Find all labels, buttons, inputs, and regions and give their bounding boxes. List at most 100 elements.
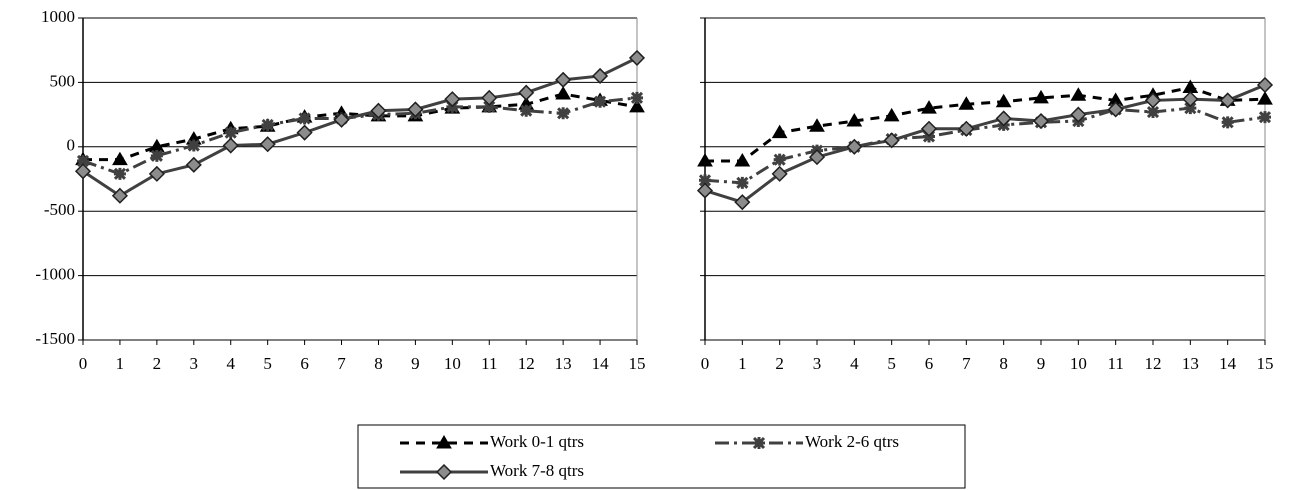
point: [808, 149, 826, 166]
x-tick-label: 9: [411, 354, 420, 373]
y-tick-label: 0: [67, 136, 76, 155]
point: [224, 126, 237, 139]
point: [958, 120, 975, 137]
x-tick-label: 7: [962, 354, 971, 373]
point: [1256, 76, 1274, 94]
point: [995, 93, 1012, 108]
x-tick-label: 1: [738, 354, 747, 373]
x-tick-label: 5: [263, 354, 272, 373]
point: [1221, 116, 1234, 129]
x-tick-label: 0: [79, 354, 88, 373]
point: [773, 153, 786, 166]
point: [1257, 91, 1273, 105]
series-line: [704, 106, 1266, 185]
x-tick-label: 4: [850, 354, 859, 373]
point: [296, 124, 313, 141]
point: [846, 138, 863, 155]
point: [148, 165, 165, 182]
point: [370, 102, 387, 119]
point: [1146, 105, 1160, 119]
point: [809, 118, 825, 132]
point: [592, 67, 609, 85]
series-line: [704, 83, 1266, 204]
point: [1070, 106, 1087, 123]
x-tick-label: 14: [592, 354, 610, 373]
point: [555, 71, 572, 88]
x-tick-label: 10: [1070, 354, 1087, 373]
x-tick-label: 8: [374, 354, 383, 373]
point: [696, 182, 714, 199]
x-tick-label: 3: [190, 354, 199, 373]
point: [734, 152, 751, 167]
point: [1184, 102, 1197, 115]
point: [185, 156, 202, 173]
x-tick-label: 2: [153, 354, 162, 373]
point: [736, 176, 749, 189]
point: [1032, 112, 1050, 130]
series-line: [83, 92, 638, 162]
x-tick-label: 6: [925, 354, 934, 373]
point: [629, 98, 645, 113]
point: [628, 49, 646, 66]
x-tick-label: 3: [813, 354, 822, 373]
series-line: [82, 96, 638, 176]
x-tick-label: 1: [116, 354, 125, 373]
point: [1182, 91, 1199, 108]
point: [771, 165, 788, 182]
x-tick-label: 11: [1107, 354, 1123, 373]
x-tick-label: 5: [887, 354, 896, 373]
y-tick-label: -500: [44, 200, 75, 219]
x-tick-label: 10: [444, 354, 461, 373]
point: [113, 167, 126, 180]
x-tick-label: 7: [337, 354, 346, 373]
point: [734, 194, 751, 211]
point: [883, 132, 900, 149]
point: [1219, 92, 1236, 109]
legend-marker: [435, 463, 453, 481]
legend-label: Work 0-1 qtrs: [490, 432, 584, 451]
legend-marker: [436, 435, 452, 449]
point: [920, 120, 938, 137]
point: [697, 152, 713, 167]
x-tick-label: 13: [555, 354, 572, 373]
y-tick-label: 500: [50, 71, 76, 90]
point: [698, 174, 712, 187]
x-tick-label: 14: [1219, 354, 1237, 373]
y-tick-label: -1000: [35, 265, 75, 284]
y-tick-label: -1500: [35, 329, 75, 348]
point: [187, 139, 200, 152]
x-tick-label: 15: [629, 354, 646, 373]
point: [76, 154, 90, 168]
point: [259, 136, 276, 153]
point: [921, 100, 937, 114]
x-tick-label: 12: [1145, 354, 1162, 373]
point: [995, 110, 1012, 127]
x-tick-label: 6: [300, 354, 309, 373]
point: [1070, 87, 1087, 101]
point: [958, 96, 975, 110]
point: [771, 124, 788, 139]
point: [74, 163, 92, 180]
x-tick-label: 13: [1182, 354, 1199, 373]
legend-label: Work 2-6 qtrs: [805, 432, 899, 451]
legend-label: Work 7-8 qtrs: [490, 461, 584, 480]
point: [261, 118, 274, 131]
point: [481, 89, 498, 106]
point: [1258, 111, 1272, 124]
x-tick-label: 11: [481, 354, 497, 373]
series-line: [82, 56, 638, 198]
point: [483, 100, 496, 113]
x-tick-label: 8: [999, 354, 1008, 373]
series-line: [705, 85, 1266, 163]
x-tick-label: 0: [701, 354, 710, 373]
point: [518, 84, 535, 101]
x-tick-label: 15: [1257, 354, 1274, 373]
point: [112, 151, 128, 166]
x-tick-label: 2: [775, 354, 784, 373]
point: [298, 112, 311, 125]
point: [555, 85, 572, 100]
point: [222, 137, 239, 154]
x-tick-label: 9: [1037, 354, 1046, 373]
legend-marker: [752, 436, 766, 450]
